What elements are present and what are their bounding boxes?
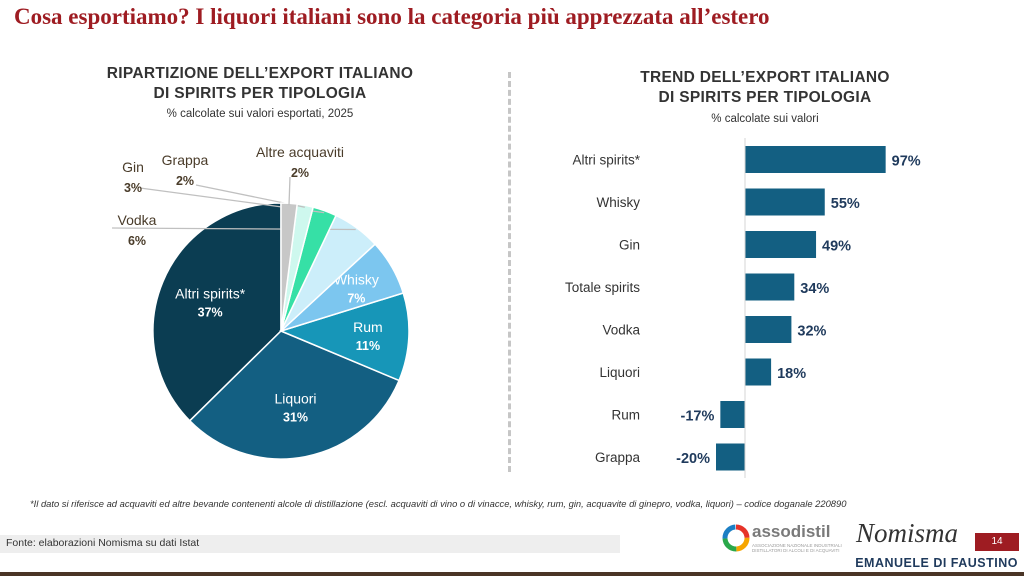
bar-category-label: Whisky xyxy=(597,195,641,210)
bar-gin xyxy=(745,231,817,258)
pie-label-gin: Gin xyxy=(122,159,144,175)
assodistil-logo-name: assodistil xyxy=(752,522,831,541)
bar-value-label: 18% xyxy=(777,366,806,382)
bar-value-label: 97% xyxy=(892,154,921,170)
pie-label-rum: Rum xyxy=(353,319,383,335)
pie-slice-liquori xyxy=(188,330,401,460)
pie-label-liquori: Liquori xyxy=(275,390,317,406)
pie-chart-subtitle: % calcolate sui valori esportati, 2025 xyxy=(166,108,354,120)
pie-leader-altre-acquaviti xyxy=(288,176,291,206)
bar-value-label: 49% xyxy=(822,239,851,255)
bar-title-line2: DI SPIRITS PER TIPOLOGIA xyxy=(658,89,872,106)
pie-value-gin: 3% xyxy=(124,181,142,195)
pie-chart: Altri spirits* 37% Liquori 31% Rum 11% Whisky 7… xyxy=(111,144,410,460)
pie-value-rum: 11% xyxy=(356,339,380,353)
bar-value-label: 55% xyxy=(831,196,860,212)
chart-divider xyxy=(508,72,511,472)
pie-label-altre-acquaviti: Altre acquaviti xyxy=(256,144,344,160)
bar-chart-subtitle: % calcolate sui valori xyxy=(711,113,819,125)
bar-vodka xyxy=(745,316,792,343)
pie-value-altre-acquaviti: 2% xyxy=(291,166,309,180)
bar-liquori xyxy=(745,358,772,386)
assodistil-logo: assodistil ASSOCIAZIONE NAZIONALE INDUST… xyxy=(722,522,852,558)
pie-label-vodka: Vodka xyxy=(118,212,157,228)
bar-value-label: -17% xyxy=(680,409,714,425)
bar-category-label: Altri spirits* xyxy=(572,153,640,168)
bar-category-label: Vodka xyxy=(602,323,640,338)
page-number: 14 xyxy=(975,533,1019,551)
bar-rum xyxy=(720,401,745,428)
pie-title-line1: RIPARTIZIONE DELL’EXPORT ITALIANO xyxy=(106,65,414,82)
author-name: EMANUELE DI FAUSTINO xyxy=(855,556,1018,570)
pie-chart-title: RIPARTIZIONE DELL’EXPORT ITALIANO DI SPI… xyxy=(60,64,460,104)
assodistil-logo-tagline: ASSOCIAZIONE NAZIONALE INDUSTRIALI DISTI… xyxy=(752,543,842,553)
bottom-rule xyxy=(0,572,1024,576)
bar-altri-spirits xyxy=(745,146,886,173)
pie-value-vodka: 6% xyxy=(128,234,146,248)
bar-category-label: Rum xyxy=(611,408,640,423)
nomisma-logo: Nomisma xyxy=(856,518,959,548)
bar-title-line1: TREND DELL’EXPORT ITALIANO xyxy=(640,69,890,86)
bar-category-label: Grappa xyxy=(595,450,641,465)
pie-slice-rum xyxy=(278,292,410,382)
bar-chart-title: TREND DELL’EXPORT ITALIANO DI SPIRITS PE… xyxy=(565,68,965,108)
slide-title: Cosa esportiamo? I liquori italiani sono… xyxy=(14,4,770,29)
bar-totale-spirits xyxy=(745,273,795,301)
assodistil-logo-icon xyxy=(722,524,750,552)
bar-category-label: Liquori xyxy=(599,365,640,380)
footnote: *Il dato si riferisce ad acquaviti ed al… xyxy=(30,498,847,509)
bar-category-label: Totale spirits xyxy=(565,280,640,295)
pie-value-whisky: 7% xyxy=(347,291,365,305)
pie-label-grappa: Grappa xyxy=(162,152,209,168)
bar-value-label: 34% xyxy=(800,281,829,297)
pie-slice-altri-spirits xyxy=(152,202,282,422)
source-bar: Fonte: elaborazioni Nomisma su dati Ista… xyxy=(0,535,620,553)
pie-value-altri-spirits: 37% xyxy=(198,305,223,319)
bar-category-label: Gin xyxy=(619,238,640,253)
pie-label-altri-spirits: Altri spirits* xyxy=(175,285,246,301)
pie-title-line2: DI SPIRITS PER TIPOLOGIA xyxy=(153,85,367,102)
pie-value-grappa: 2% xyxy=(176,174,194,188)
bar-value-label: 32% xyxy=(797,324,826,340)
source-text: Fonte: elaborazioni Nomisma su dati Ista… xyxy=(6,537,200,549)
pie-label-whisky: Whisky xyxy=(334,271,379,287)
pie-value-liquori: 31% xyxy=(283,410,308,424)
bar-whisky xyxy=(745,188,825,216)
bar-grappa xyxy=(716,443,745,471)
bar-chart: Altri spirits* 97% Whisky 55% Gin 49% Totale s… xyxy=(565,138,921,478)
bar-value-label: -20% xyxy=(676,451,710,467)
